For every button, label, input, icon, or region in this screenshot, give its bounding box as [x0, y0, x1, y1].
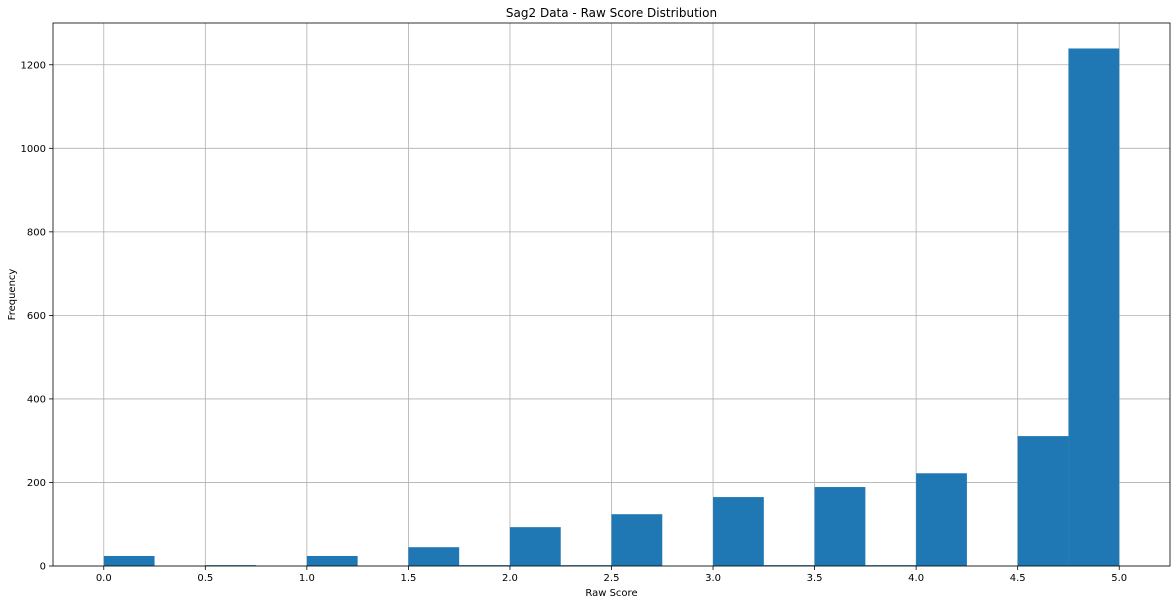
x-tick-label: 0.0 — [96, 573, 112, 584]
histogram-bar — [611, 514, 663, 566]
histogram-bar — [103, 555, 155, 566]
x-tick-label: 2.5 — [604, 573, 620, 584]
histogram-bar — [763, 565, 815, 566]
x-tick-label: 3.5 — [807, 573, 823, 584]
histogram-bar — [306, 555, 358, 566]
histogram-bar — [814, 487, 866, 566]
x-tick-label: 1.5 — [400, 573, 416, 584]
bars-layer — [103, 48, 1120, 566]
grid-layer — [53, 23, 1170, 567]
histogram-bar — [509, 527, 561, 566]
y-axis-label: Frequency — [7, 269, 18, 321]
histogram-bar — [865, 565, 917, 566]
y-tick-label: 400 — [27, 394, 46, 405]
histogram-bar — [1017, 436, 1069, 566]
y-tick-label: 800 — [27, 227, 46, 238]
y-tick-label: 1000 — [21, 144, 46, 155]
x-tick-label: 2.0 — [502, 573, 518, 584]
x-tick-label: 1.0 — [299, 573, 315, 584]
x-axis-label: Raw Score — [585, 588, 637, 599]
x-axis-ticks: 0.0 0.5 1.0 1.5 2.0 2.5 3.0 3.5 4.0 4.5 5.0 — [96, 566, 1127, 584]
y-tick-label: 600 — [27, 311, 46, 322]
x-tick-label: 0.5 — [197, 573, 213, 584]
y-axis-ticks: 0 200 400 600 800 1000 1200 — [21, 60, 53, 573]
x-tick-label: 3.0 — [705, 573, 721, 584]
histogram-bar — [205, 565, 257, 566]
y-tick-label: 1200 — [21, 60, 46, 71]
histogram-bar — [916, 473, 967, 566]
y-tick-label: 0 — [40, 562, 46, 573]
chart-title: Sag2 Data - Raw Score Distribution — [506, 6, 717, 20]
histogram-bar — [459, 565, 510, 566]
histogram-bar — [560, 565, 612, 566]
histogram-bar — [1068, 48, 1120, 566]
histogram-bar — [408, 547, 460, 566]
x-tick-label: 5.0 — [1111, 573, 1127, 584]
x-tick-label: 4.5 — [1010, 573, 1026, 584]
y-tick-label: 200 — [27, 478, 46, 489]
histogram-bar — [713, 497, 764, 566]
x-tick-label: 4.0 — [908, 573, 924, 584]
